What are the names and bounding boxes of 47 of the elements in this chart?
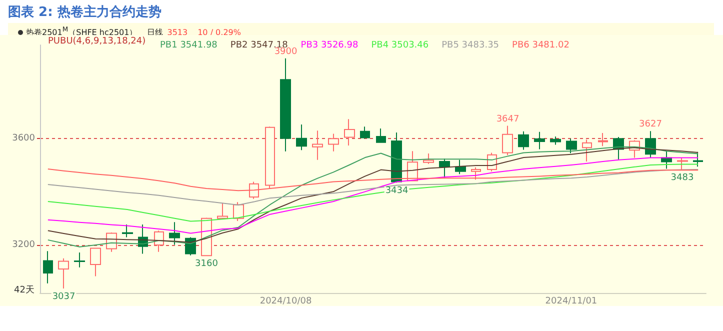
- candlestick: [296, 124, 307, 151]
- line-series: [47, 164, 699, 222]
- legend-title: PUBU(4,6,9,13,18,24): [48, 36, 146, 46]
- y-tick-label: 3600: [12, 133, 36, 144]
- x-tick-label: 2024/11/01: [545, 296, 598, 306]
- text: PB4 3503.46: [371, 40, 429, 50]
- text: PB3 3526.98: [300, 40, 358, 50]
- y-tick-label: 3200: [12, 240, 36, 250]
- candlestick: [217, 202, 228, 220]
- candlestick: [566, 138, 577, 154]
- candlestick: [661, 150, 672, 170]
- candlestick: [502, 125, 513, 156]
- annotation: 3160: [195, 259, 218, 270]
- candlestick: [376, 128, 386, 144]
- text: 42天: [14, 284, 34, 296]
- candlestick: [582, 139, 592, 162]
- candlestick: [518, 130, 529, 150]
- candlestick: [455, 159, 466, 175]
- candlestick: [534, 131, 545, 150]
- candlestick: [328, 133, 339, 152]
- x-tick-label: 2024/10/08: [260, 296, 312, 306]
- candlestick: [439, 158, 450, 179]
- candlestick: [169, 222, 180, 246]
- text: PB5 3483.35: [442, 40, 500, 50]
- annotation: 3037: [52, 292, 76, 302]
- candlestick: [74, 252, 85, 268]
- annotation: 3627: [639, 120, 662, 130]
- annotation: 3647: [496, 114, 520, 124]
- candlestick: [154, 230, 164, 252]
- candlestick: [598, 132, 608, 147]
- text: 3513: [167, 28, 188, 37]
- candlestick: [344, 118, 355, 146]
- text: PB1 3541.98: [160, 40, 218, 50]
- candlestick: [43, 250, 53, 284]
- chart-title: 图表 2: 热卷主力合约走势: [8, 4, 162, 21]
- candlestick: [122, 224, 133, 238]
- candlestick: [90, 248, 101, 277]
- candlestick: [280, 58, 291, 152]
- annotation: 3483: [670, 173, 694, 184]
- candlestick: [391, 132, 402, 184]
- line-series: [47, 157, 699, 234]
- candlestick: [360, 126, 370, 140]
- candlestick: [312, 130, 323, 160]
- line-series: [47, 169, 699, 206]
- candlestick: [58, 258, 69, 289]
- text: PB6 3481.02: [512, 40, 570, 50]
- candlestick: [550, 136, 561, 146]
